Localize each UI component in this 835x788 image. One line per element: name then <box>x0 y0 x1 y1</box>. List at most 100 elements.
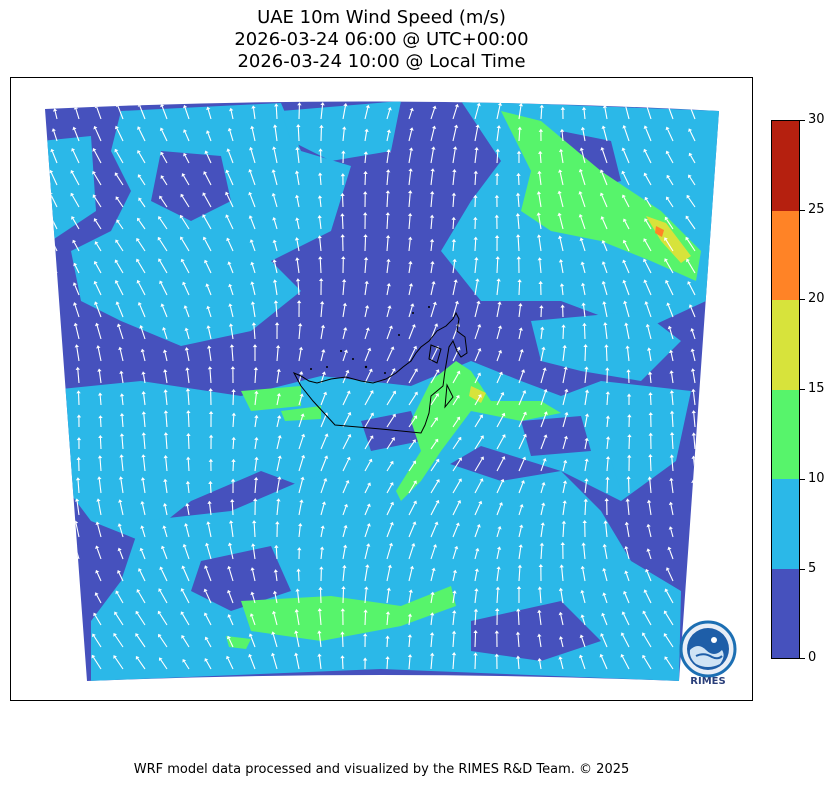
wind-arrow-head <box>494 194 500 198</box>
wind-arrow-shaft <box>298 416 304 428</box>
wind-arrow-head <box>52 108 58 112</box>
wind-arrow-shaft <box>665 260 674 274</box>
wind-arrow-shaft <box>623 196 630 208</box>
wind-arrow-shaft <box>539 153 542 164</box>
wind-arrow-shaft <box>559 658 564 670</box>
wind-arrow-head <box>93 218 98 222</box>
wind-arrow-shaft <box>474 632 477 648</box>
wind-arrow-shaft <box>474 396 481 406</box>
wind-arrow-head <box>580 589 585 594</box>
wind-arrow-head <box>581 302 586 306</box>
wind-arrow-head <box>226 237 231 242</box>
wind-arrow-head <box>225 191 229 196</box>
wind-arrow-head <box>579 237 584 242</box>
wind-arrow-shaft <box>538 636 542 648</box>
wind-arrow-shaft <box>296 240 300 252</box>
wind-arrow-shaft <box>474 655 477 670</box>
wind-arrow-head <box>225 655 230 660</box>
colorbar-tick-label: 20 <box>808 291 825 306</box>
wind-arrow-head <box>95 569 100 574</box>
wind-arrow-shaft <box>96 325 102 340</box>
wind-arrow-head <box>91 654 96 659</box>
wind-arrow-shaft <box>408 239 411 252</box>
wind-arrow-head <box>185 480 191 485</box>
wind-arrow-head <box>271 192 276 197</box>
wind-arrow-head <box>51 128 56 132</box>
wind-arrow-head <box>140 525 145 529</box>
wind-arrow-head <box>137 174 142 178</box>
wind-arrow-head <box>343 103 348 107</box>
wind-arrow-shaft <box>644 260 652 274</box>
wind-arrow-shaft <box>254 417 257 428</box>
wind-arrow-head <box>251 105 256 109</box>
wind-arrow-head <box>92 148 97 152</box>
wind-arrow-shaft <box>452 548 457 560</box>
wind-arrow-head <box>579 634 584 639</box>
wind-arrow-shaft <box>341 634 344 648</box>
wind-arrow-shaft <box>254 369 257 384</box>
wind-arrow-head <box>183 129 188 133</box>
wind-arrow-head <box>562 480 568 484</box>
wind-arrow-head <box>430 260 435 265</box>
wind-arrow-shaft <box>474 526 480 538</box>
wind-arrow-head <box>98 415 103 419</box>
wind-arrow-shaft <box>253 325 256 340</box>
figure-title: UAE 10m Wind Speed (m/s) 2026-03-24 06:0… <box>10 7 753 73</box>
wind-arrow-shaft <box>386 151 390 164</box>
wind-arrow-head <box>473 630 478 634</box>
wind-arrow-shaft <box>164 352 168 362</box>
wind-arrow-shaft <box>296 149 300 164</box>
wind-arrow-head <box>113 633 117 637</box>
wind-arrow-shaft <box>320 105 324 120</box>
wind-arrow-shaft <box>251 284 256 296</box>
wind-arrow-head <box>55 459 60 463</box>
wind-arrow-head <box>50 636 55 640</box>
wind-arrow-head <box>231 436 236 440</box>
wind-arrow-head <box>536 212 541 216</box>
wind-arrow-shaft <box>408 482 416 494</box>
wind-arrow-head <box>364 586 369 590</box>
wind-arrow-shaft <box>671 435 674 450</box>
wind-arrow-shaft <box>96 243 102 252</box>
wind-arrow-head <box>688 128 693 132</box>
wind-arrow-head <box>519 504 524 508</box>
wind-arrow-head <box>411 324 416 328</box>
wind-arrow-head <box>385 169 391 173</box>
wind-arrow-head <box>517 279 522 283</box>
wind-arrow-shaft <box>604 546 608 560</box>
wind-arrow-shaft <box>320 435 327 450</box>
wind-arrow-shaft <box>159 218 168 230</box>
wind-arrow-shaft <box>581 150 586 164</box>
wind-arrow-shaft <box>162 548 168 560</box>
wind-arrow-head <box>296 124 301 128</box>
wind-arrow-head <box>73 322 78 327</box>
wind-arrow-shaft <box>583 305 586 318</box>
wind-arrow-shaft <box>561 286 564 296</box>
wind-arrow-shaft <box>452 241 455 252</box>
wind-arrow-shaft <box>95 263 102 274</box>
wind-arrow-head <box>160 545 165 550</box>
wind-arrow-head <box>563 366 568 370</box>
wind-arrow-shaft <box>687 260 696 274</box>
wind-arrow-shaft <box>320 351 324 362</box>
wind-arrow-head <box>538 564 544 568</box>
wind-arrow-head <box>665 126 670 131</box>
wind-arrow-head <box>118 346 123 351</box>
wind-arrow-head <box>664 237 668 241</box>
wind-arrow-shaft <box>452 418 459 428</box>
wind-arrow-shaft <box>540 484 544 494</box>
wind-arrow-shaft <box>430 395 438 406</box>
wind-arrow-shaft <box>540 329 543 340</box>
wind-arrow-shaft <box>518 305 521 318</box>
wind-arrow-head <box>318 278 324 282</box>
wind-arrow-shaft <box>275 572 278 582</box>
wind-arrow-head <box>621 170 626 175</box>
wind-arrow-head <box>516 608 521 612</box>
wind-arrow-head <box>496 566 501 570</box>
wind-arrow-head <box>203 588 208 593</box>
wind-arrow-head <box>226 589 232 594</box>
wind-arrow-shaft <box>692 391 696 406</box>
wind-arrow-head <box>297 547 302 551</box>
wind-arrow-shaft <box>320 327 324 340</box>
wind-arrow-head <box>473 236 478 240</box>
